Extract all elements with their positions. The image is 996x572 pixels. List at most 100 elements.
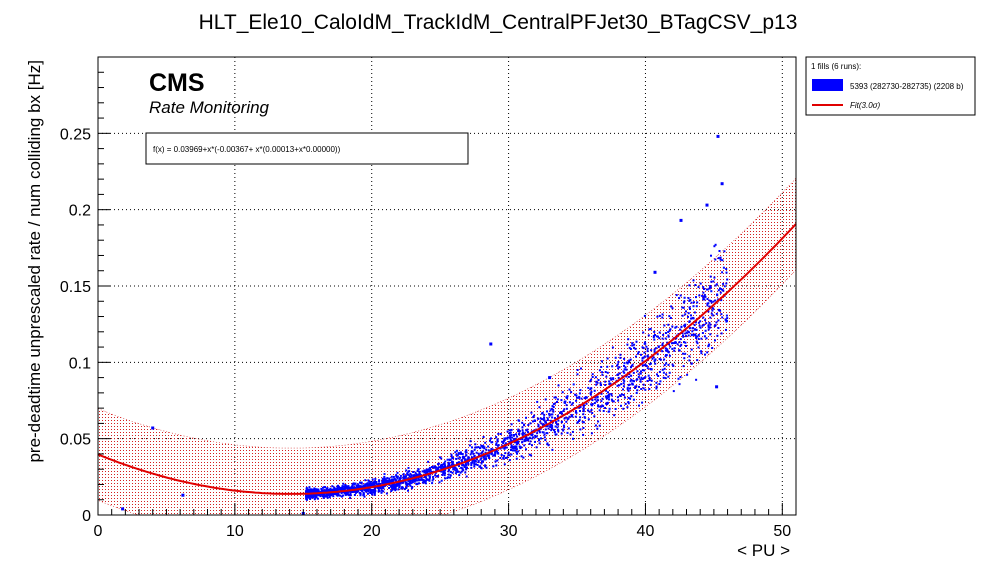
data-point (338, 487, 341, 490)
data-point (501, 440, 504, 443)
data-point (471, 446, 473, 449)
data-point (410, 474, 413, 477)
data-point (364, 490, 367, 493)
data-point (572, 437, 574, 440)
data-point (345, 485, 347, 488)
data-point (591, 404, 593, 407)
data-point (668, 371, 671, 374)
data-point (425, 468, 428, 471)
data-point (490, 437, 492, 440)
data-point (622, 407, 625, 410)
data-point (697, 346, 700, 349)
data-point (643, 369, 646, 372)
data-point (516, 441, 519, 444)
data-point (494, 460, 497, 463)
data-point (674, 326, 677, 329)
data-point (550, 429, 553, 432)
data-point (717, 257, 720, 260)
data-point (623, 380, 626, 383)
legend-label-fit: Fit(3.0σ) (850, 101, 880, 110)
data-point (434, 466, 437, 468)
data-point (340, 495, 343, 498)
data-point (339, 488, 342, 491)
data-point (717, 298, 720, 301)
data-point (649, 383, 652, 386)
data-point (381, 480, 384, 483)
data-point (447, 470, 450, 473)
data-point (536, 432, 539, 435)
data-point (362, 492, 365, 495)
data-point (317, 493, 320, 496)
data-point (388, 477, 391, 480)
data-point (713, 325, 716, 328)
data-point (681, 306, 684, 309)
data-point (628, 373, 631, 376)
data-point (608, 380, 611, 383)
data-point (368, 480, 371, 483)
data-point (399, 477, 402, 480)
data-point (546, 410, 548, 413)
data-point (455, 449, 458, 452)
data-point (529, 422, 532, 425)
data-point (544, 420, 547, 423)
data-point (703, 294, 706, 297)
data-point (385, 492, 388, 495)
data-point (314, 488, 317, 491)
data-point (316, 497, 319, 500)
data-point (690, 334, 693, 337)
data-point (663, 358, 666, 361)
data-point (364, 483, 367, 486)
data-point (429, 473, 432, 476)
data-point (431, 479, 434, 482)
data-points (121, 134, 729, 515)
data-point (687, 297, 690, 300)
data-point (517, 433, 520, 436)
data-point (449, 470, 452, 473)
data-point (626, 406, 629, 409)
data-point (706, 298, 709, 300)
data-point (653, 338, 656, 341)
data-point (483, 446, 486, 449)
data-point (707, 310, 710, 313)
data-point (725, 328, 727, 331)
data-point (720, 288, 723, 291)
data-point (373, 484, 376, 487)
data-point (697, 286, 700, 289)
data-point (604, 384, 607, 386)
data-point (687, 312, 690, 315)
fit-band-area (98, 178, 796, 515)
data-point (366, 488, 369, 491)
data-point (305, 497, 308, 500)
data-point (417, 468, 420, 471)
data-point (594, 398, 597, 401)
data-point (521, 432, 524, 435)
data-point (606, 357, 609, 360)
data-point (443, 466, 446, 469)
data-point (415, 473, 418, 476)
data-point (476, 464, 479, 466)
data-point (484, 441, 487, 444)
data-point (575, 410, 577, 413)
data-point (725, 268, 728, 270)
data-point (427, 478, 430, 481)
data-point (623, 364, 625, 367)
data-point (548, 412, 551, 415)
data-point (559, 411, 561, 414)
data-point (517, 450, 520, 453)
data-point (600, 405, 602, 408)
data-point (665, 362, 668, 365)
data-point (438, 466, 440, 469)
data-point (714, 243, 717, 246)
data-point (481, 460, 483, 463)
data-point (643, 342, 646, 345)
data-point (636, 370, 639, 373)
data-point (529, 440, 532, 443)
data-point (651, 357, 654, 360)
data-point (576, 369, 579, 371)
data-point (718, 250, 721, 252)
data-point (697, 338, 700, 340)
data-point (627, 389, 630, 392)
data-point (626, 343, 629, 346)
data-point (473, 454, 476, 457)
data-point (307, 494, 310, 496)
